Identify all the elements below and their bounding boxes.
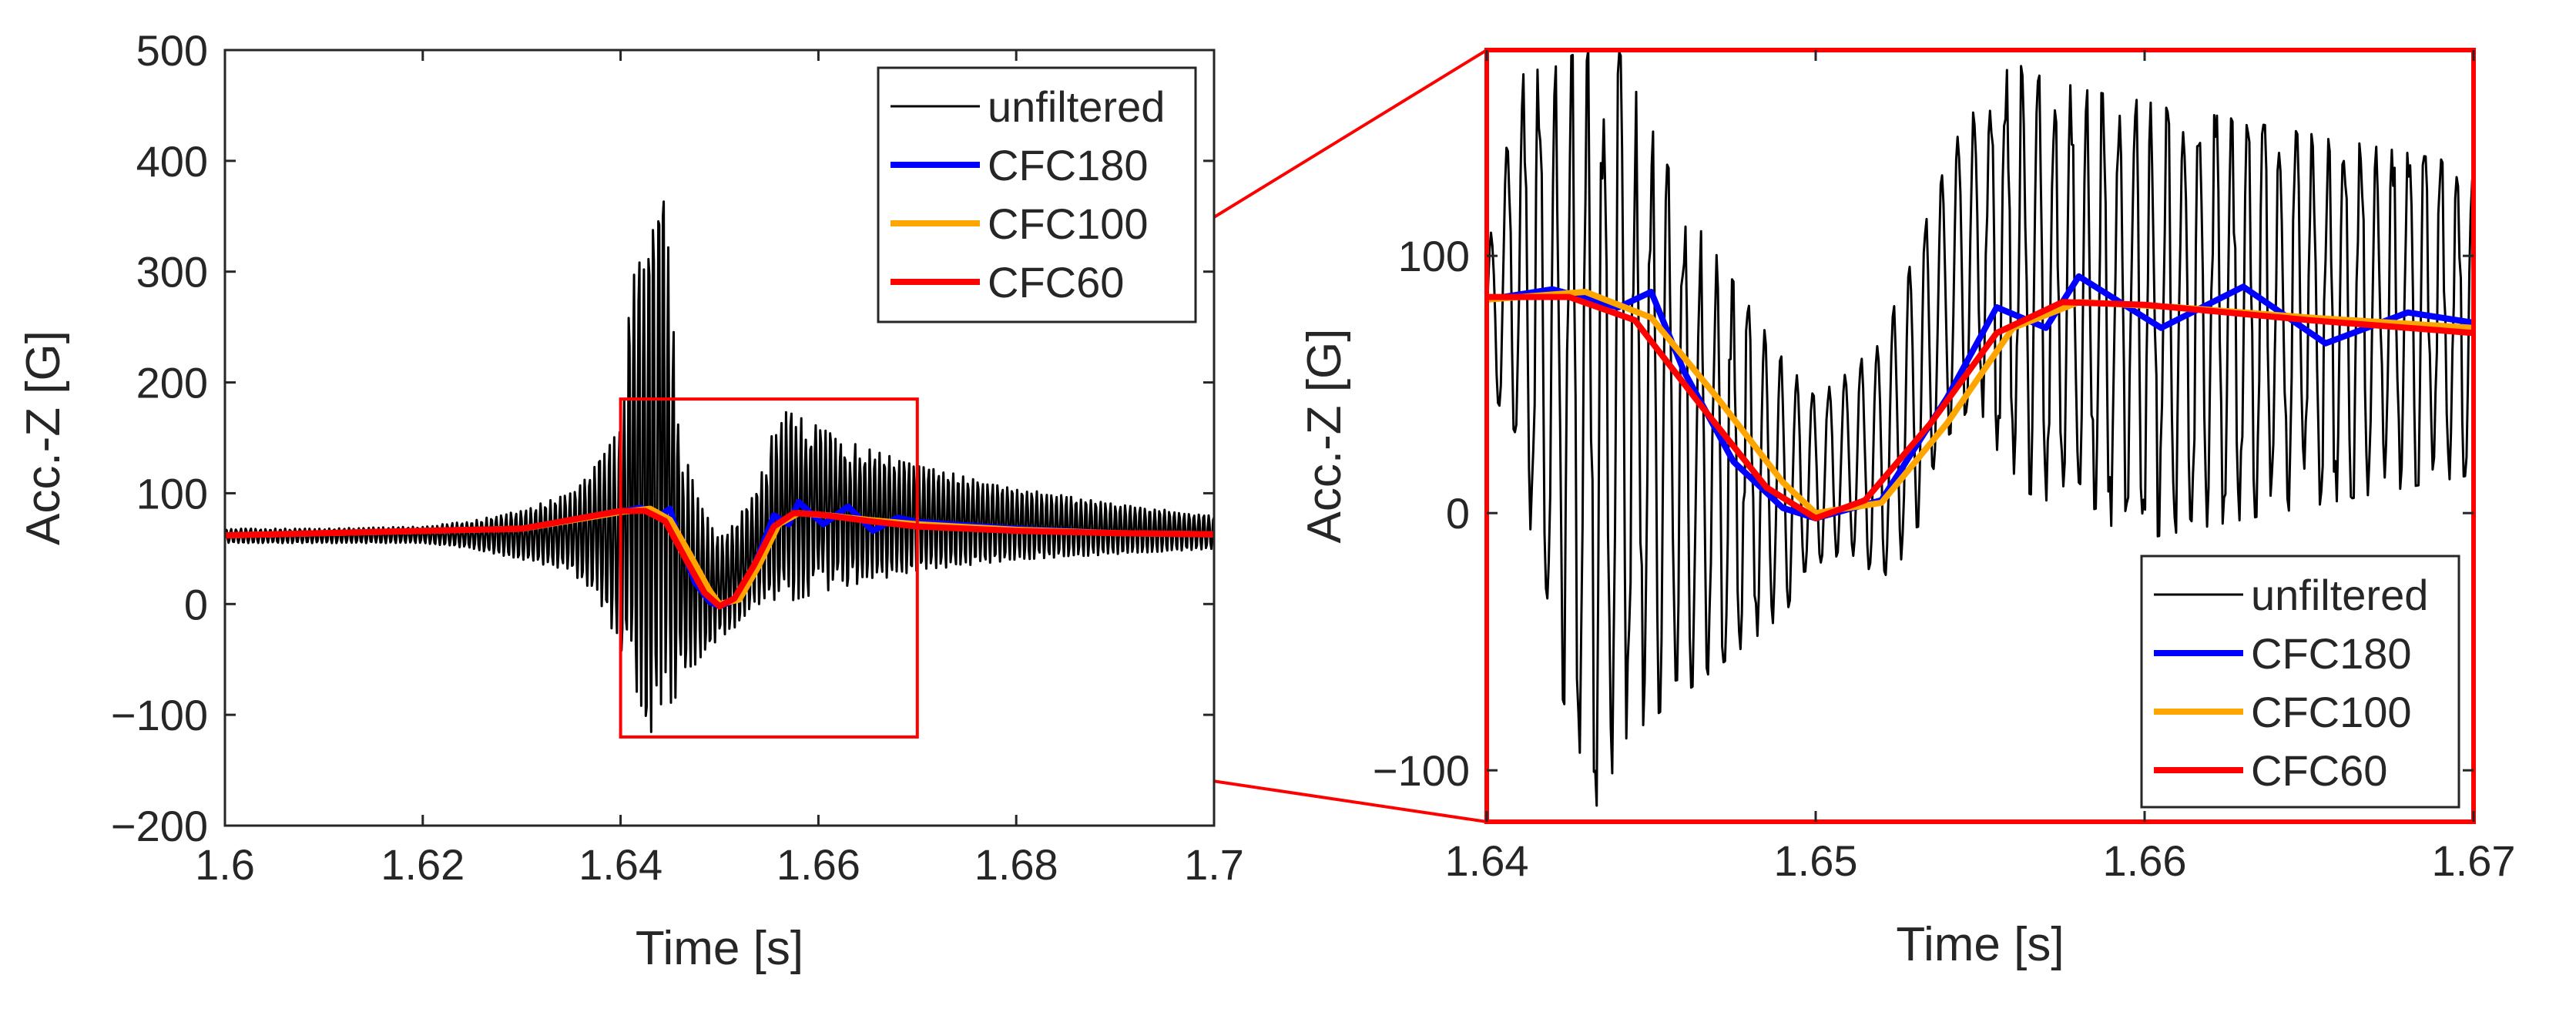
y-tick-label: 100: [1398, 232, 1470, 280]
series-cfc180: [1487, 273, 2474, 521]
y-tick-label: 400: [136, 137, 208, 186]
y-axis-label: Acc.-Z [G]: [1298, 329, 1351, 544]
series-group: [225, 200, 1214, 733]
x-tick-label: 1.6: [195, 840, 255, 889]
x-tick-label: 1.68: [974, 840, 1058, 889]
y-tick-label: 100: [136, 469, 208, 518]
x-tick-label: 1.7: [1184, 840, 1244, 889]
legend: unfiltered CFC180 CFC100 CFC60: [2140, 555, 2460, 809]
plot-frame: [223, 49, 1216, 827]
y-tick-label: 0: [1446, 489, 1470, 538]
x-tick-label: 1.66: [776, 840, 860, 889]
x-axis-label: Time [s]: [1896, 918, 2064, 971]
y-axis-label: Acc.-Z [G]: [17, 330, 70, 545]
legend-label-unfiltered: unfiltered: [988, 82, 1165, 131]
x-axis-label: Time [s]: [636, 922, 803, 975]
x-tick-label: 1.62: [381, 840, 465, 889]
y-tick-label: −100: [1373, 746, 1470, 795]
legend-label-cfc180: CFC180: [988, 141, 1149, 189]
x-tick-label: 1.64: [579, 840, 662, 889]
y-tick-label: 300: [136, 248, 208, 297]
left-plot: 1.6 1.62 1.64 1.66 1.68 1.7 −200 −100 0 100 200 300…: [17, 26, 1244, 975]
legend-label-unfiltered: unfiltered: [2251, 571, 2428, 619]
x-tick-label: 1.66: [2103, 836, 2187, 885]
zoom-box: [619, 397, 919, 739]
legend-label-cfc60: CFC60: [988, 258, 1124, 307]
y-tick-label: 200: [136, 359, 208, 407]
x-tick-label: 1.65: [1774, 836, 1858, 885]
y-tick-label: −100: [111, 691, 208, 739]
legend-label-cfc100: CFC100: [2251, 688, 2412, 736]
legend-label-cfc60: CFC60: [2251, 746, 2387, 795]
legend-label-cfc180: CFC180: [2251, 629, 2412, 678]
x-tick-label: 1.67: [2432, 836, 2516, 885]
legend-label-cfc100: CFC100: [988, 199, 1149, 248]
legend-box: [2140, 555, 2460, 809]
series-cfc60: [1487, 293, 2474, 521]
legend: unfiltered CFC180 CFC100 CFC60: [877, 66, 1197, 323]
series-unfiltered: [225, 200, 1214, 733]
plot-frame: [1484, 48, 2476, 824]
right-zoom-plot: 1.64 1.65 1.66 1.67 −100 0 100 Time [s] Acc.-Z […: [1298, 48, 2516, 971]
x-tick-label: 1.64: [1445, 836, 1529, 885]
y-tick-label: 0: [184, 580, 208, 628]
y-tick-label: −200: [111, 802, 208, 850]
series-cfc60: [225, 508, 1214, 610]
y-tick-label: 500: [136, 26, 208, 75]
series-group: [1487, 50, 2474, 807]
